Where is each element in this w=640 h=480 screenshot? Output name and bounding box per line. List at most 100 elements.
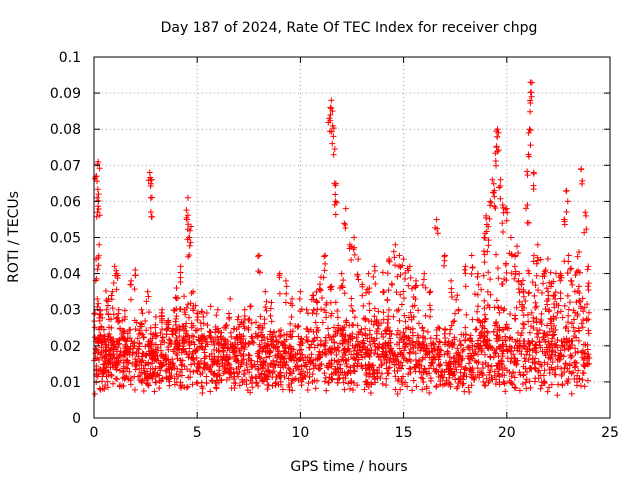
data-point-peak [551, 292, 558, 299]
data-point [565, 319, 572, 326]
data-point [283, 331, 290, 338]
data-point [314, 299, 321, 306]
data-point [553, 314, 560, 321]
data-point [532, 304, 539, 311]
data-point [178, 384, 185, 391]
data-point [103, 363, 110, 370]
data-point [198, 325, 205, 332]
data-point [421, 365, 428, 372]
data-point [484, 248, 491, 255]
data-point [93, 346, 100, 353]
data-point [417, 345, 424, 352]
data-point [405, 324, 412, 331]
data-point-peak [489, 176, 496, 183]
data-point [252, 379, 259, 386]
data-point [516, 337, 523, 344]
data-point-peak [96, 241, 103, 248]
data-point [573, 382, 580, 389]
data-point [311, 377, 318, 384]
data-point [511, 359, 518, 366]
data-point [105, 351, 112, 358]
data-point [94, 295, 101, 302]
data-point [526, 329, 533, 336]
data-point [204, 341, 211, 348]
data-point [526, 346, 533, 353]
data-point [322, 374, 329, 381]
data-point [394, 368, 401, 375]
data-point [406, 356, 413, 363]
data-point [533, 303, 540, 310]
data-point-peak [208, 333, 215, 340]
data-point [474, 371, 481, 378]
data-point [521, 321, 528, 328]
data-point [135, 353, 142, 360]
data-point [184, 366, 191, 373]
data-point [565, 306, 572, 313]
data-point [411, 364, 418, 371]
data-point [518, 351, 525, 358]
data-point-peak [579, 177, 586, 184]
data-point [420, 345, 427, 352]
data-point [365, 363, 372, 370]
data-point-peak [573, 299, 580, 306]
data-point [510, 370, 517, 377]
data-point [523, 385, 530, 392]
data-point [581, 383, 588, 390]
data-point [126, 368, 133, 375]
data-point [585, 316, 592, 323]
data-point [140, 365, 147, 372]
data-point [339, 369, 346, 376]
data-point [116, 367, 123, 374]
data-point [186, 341, 193, 348]
data-point [105, 333, 112, 340]
data-point [513, 243, 520, 250]
data-point [565, 327, 572, 334]
data-point [170, 360, 177, 367]
data-point [420, 327, 427, 334]
data-point [322, 337, 329, 344]
y-tick-label: 0.01 [50, 375, 81, 391]
data-point [491, 304, 498, 311]
data-point-peak [342, 221, 349, 228]
data-point [335, 324, 342, 331]
data-point [565, 312, 572, 319]
data-point [394, 390, 401, 397]
data-point [520, 372, 527, 379]
data-point [216, 348, 223, 355]
data-point [424, 345, 431, 352]
data-point [270, 364, 277, 371]
data-point [549, 332, 556, 339]
data-point [181, 293, 188, 300]
data-point [532, 341, 539, 348]
data-point [548, 381, 555, 388]
data-point-peak [515, 277, 522, 284]
data-point [218, 377, 225, 384]
data-point-peak [400, 256, 407, 263]
data-point [510, 351, 517, 358]
data-point [572, 272, 579, 279]
data-point-peak [371, 267, 378, 274]
data-point-peak [268, 299, 275, 306]
data-point [538, 310, 545, 317]
data-point [486, 353, 493, 360]
data-point-peak [474, 291, 481, 298]
data-point [140, 334, 147, 341]
data-point [120, 369, 127, 376]
data-point [406, 365, 413, 372]
data-point-peak [173, 285, 180, 292]
data-point [412, 350, 419, 357]
data-point-peak [91, 175, 98, 182]
data-point-peak [296, 295, 303, 302]
data-point-peak [485, 223, 492, 230]
data-point-peak [97, 307, 104, 314]
data-point [565, 345, 572, 352]
data-point [402, 379, 409, 386]
data-point [236, 382, 243, 389]
data-point [347, 385, 354, 392]
data-point [532, 375, 539, 382]
data-point [541, 350, 548, 357]
data-point [391, 351, 398, 358]
data-points-layer [91, 79, 593, 399]
data-point [277, 364, 284, 371]
data-point [129, 360, 136, 367]
